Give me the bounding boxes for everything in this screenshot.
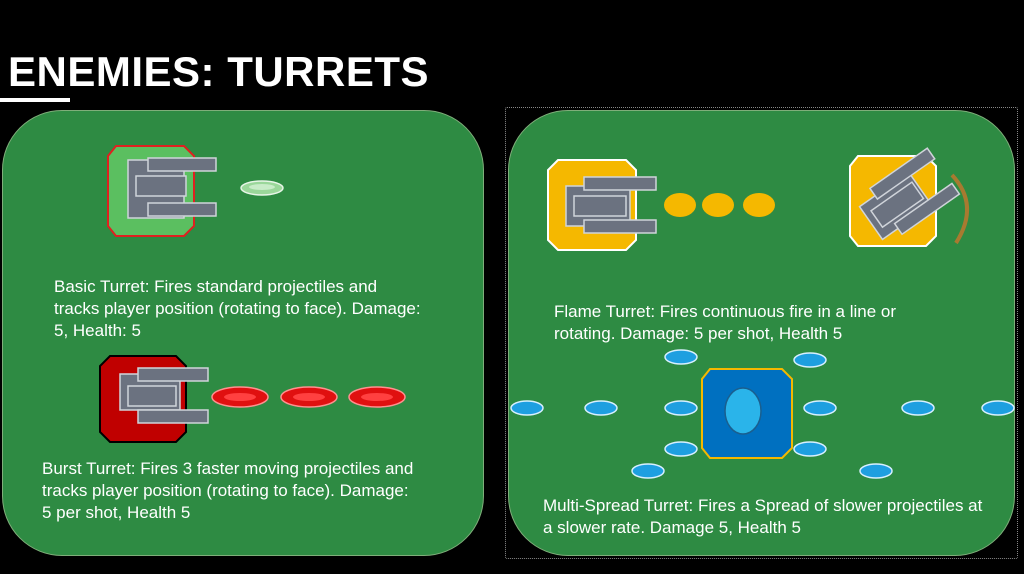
flame-turret-icon <box>547 159 657 251</box>
multi-spread-turret-icon <box>701 368 793 459</box>
title-underline <box>0 98 70 102</box>
burst-turret-icon <box>99 355 209 443</box>
basic-projectile <box>240 180 284 196</box>
burst-turret-description: Burst Turret: Fires 3 faster moving proj… <box>42 459 414 522</box>
page-title: ENEMIES: TURRETS <box>8 48 430 95</box>
basic-turret-description: Basic Turret: Fires standard projectiles… <box>54 277 421 340</box>
flame-projectiles <box>664 193 775 217</box>
multi-spread-projectiles <box>510 349 1015 479</box>
multi-spread-turret-description: Multi-Spread Turret: Fires a Spread of s… <box>543 496 983 537</box>
basic-turret-icon <box>107 145 217 237</box>
flame-turret-description: Flame Turret: Fires continuous fire in a… <box>554 302 897 343</box>
flame-turret-rotating-icon <box>849 147 970 247</box>
burst-projectiles <box>211 386 406 408</box>
